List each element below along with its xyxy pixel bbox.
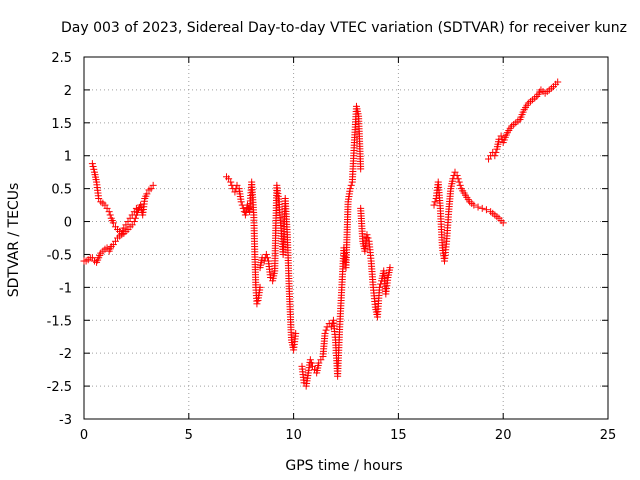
data-point: [347, 181, 355, 189]
data-point: [363, 231, 371, 239]
data-point: [492, 148, 500, 156]
data-point: [470, 201, 478, 209]
data-point: [90, 165, 98, 173]
data-point: [227, 178, 235, 186]
y-tick-label: 0: [64, 216, 72, 231]
tick-labels: 0 5 10 15 20 25 2.5 2 1.5 1 0.5 0 -0.5 -1 -1.5 -2 -2.5 -3: [47, 51, 617, 443]
x-tick-label: 0: [80, 428, 88, 443]
y-tick-label: 1: [64, 150, 72, 165]
chart-title: Day 003 of 2023, Sidereal Day-to-day VTE…: [61, 20, 627, 36]
data-markers: [80, 78, 562, 390]
data-point: [306, 356, 314, 364]
x-axis-label: GPS time / hours: [285, 458, 402, 474]
series-2: [80, 181, 157, 266]
x-tick-label: 15: [390, 428, 407, 443]
data-point: [130, 218, 138, 226]
data-point: [253, 300, 261, 308]
y-axis-label: SDTVAR / TECUs: [6, 183, 22, 298]
data-point: [453, 171, 461, 179]
data-point: [105, 208, 113, 216]
data-point: [455, 178, 463, 186]
x-tick-label: 20: [495, 428, 512, 443]
data-point: [456, 181, 464, 189]
data-point: [321, 329, 329, 337]
series-5: [298, 102, 365, 390]
data-point: [491, 152, 499, 160]
data-point: [109, 219, 117, 227]
data-point: [554, 78, 562, 86]
data-point: [499, 219, 507, 227]
series-3: [223, 173, 264, 308]
data-point: [88, 160, 96, 168]
y-tick-label: -2.5: [47, 380, 72, 395]
data-point: [149, 181, 157, 189]
data-point: [376, 283, 384, 291]
y-tick-label: 2: [64, 84, 72, 99]
data-point: [307, 359, 315, 367]
x-tick-label: 10: [285, 428, 302, 443]
y-tick-label: 1.5: [51, 117, 72, 132]
y-tick-label: -3: [59, 413, 72, 428]
data-point: [256, 283, 264, 291]
data-point: [454, 175, 462, 183]
y-tick-label: -1: [59, 281, 72, 296]
y-tick-label: -1.5: [47, 314, 72, 329]
data-point: [263, 254, 271, 262]
data-point: [364, 234, 372, 242]
data-point: [131, 214, 139, 222]
series-8: [485, 78, 562, 163]
data-point: [322, 326, 330, 334]
data-point: [482, 206, 490, 214]
data-point: [292, 329, 300, 337]
data-point: [478, 204, 486, 212]
grid: [84, 57, 608, 419]
data-point: [237, 198, 245, 206]
data-point: [497, 132, 505, 140]
series-7: [430, 168, 507, 265]
data-point: [143, 190, 151, 198]
y-tick-label: -2: [59, 347, 72, 362]
data-point: [262, 250, 270, 258]
data-point: [346, 185, 354, 193]
data-point: [474, 203, 482, 211]
plot-frame: [83, 56, 609, 420]
data-point: [357, 165, 365, 173]
series-4: [256, 181, 300, 354]
y-tick-label: 2.5: [51, 51, 72, 66]
data-point: [231, 188, 239, 196]
data-point: [89, 162, 97, 170]
data-point: [431, 198, 439, 206]
y-tick-label: -0.5: [47, 248, 72, 263]
data-point: [430, 201, 438, 209]
series-6: [357, 204, 394, 321]
x-tick-label: 5: [185, 428, 193, 443]
data-point: [106, 211, 114, 219]
data-point: [386, 264, 394, 272]
y-tick-label: 0.5: [51, 183, 72, 198]
x-tick-label: 25: [600, 428, 617, 443]
